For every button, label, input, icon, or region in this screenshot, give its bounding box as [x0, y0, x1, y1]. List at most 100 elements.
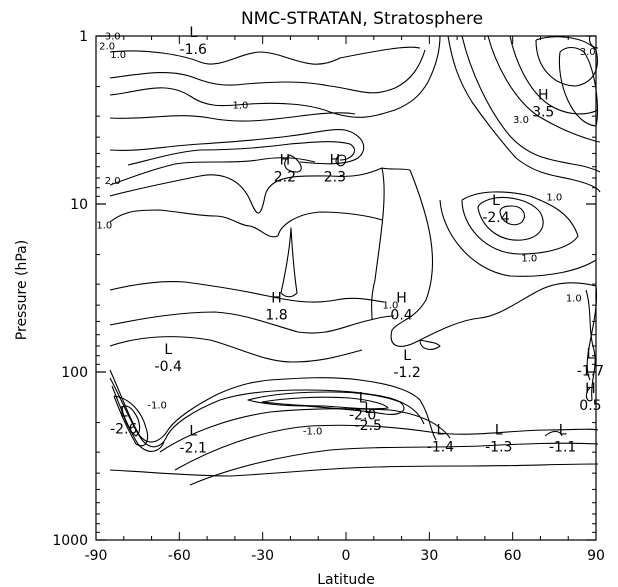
extremum-value: -2.0 [349, 408, 376, 424]
extremum-value: 0.4 [390, 308, 412, 324]
contour-line [111, 385, 165, 452]
contour-line [477, 196, 544, 241]
contour-value-label: 3.0 [105, 32, 121, 43]
contour-line [109, 311, 395, 334]
contour-line [280, 227, 298, 298]
extremum-value: 1.8 [265, 308, 287, 324]
contour-line [113, 395, 149, 447]
extremum-value: -2.6 [110, 422, 137, 438]
contour-line [109, 336, 363, 363]
contour-line [284, 154, 302, 173]
extrema-labels: L-1.6H2.2H2.3H3.5L-2.4H1.8H0.4L-0.4L-1.2… [110, 25, 604, 457]
contour-lines [109, 35, 601, 486]
extremum-marker: H [585, 381, 596, 397]
x-tick-label: 90 [587, 548, 605, 564]
extremum-marker: L [189, 25, 197, 41]
extremum-value: -1.4 [427, 439, 454, 455]
y-tick-label: 100 [61, 365, 88, 381]
contour-line [585, 289, 596, 401]
contour-value-label: 1.0 [110, 50, 126, 61]
contour-line [499, 205, 525, 226]
extremum-value: -1.7 [577, 363, 604, 379]
extremum-marker: L [120, 405, 128, 421]
x-axis: -90 -60 -30 0 30 60 90 [85, 36, 605, 564]
contour-value-label: 1.0 [232, 100, 248, 111]
extremum-value: -2.1 [180, 441, 207, 457]
contour-line [461, 35, 601, 173]
x-tick-label: -60 [168, 548, 191, 564]
extremum-marker: H [396, 291, 407, 307]
contour-line [544, 430, 563, 437]
contour-line [109, 463, 599, 477]
y-tick-label: 1000 [52, 533, 88, 549]
contour-line [189, 442, 599, 486]
extremum-value: -1.2 [393, 365, 420, 381]
extremum-value: 2.3 [324, 169, 346, 185]
extremum-value: 2.2 [274, 169, 296, 185]
x-axis-label: Latitude [317, 572, 375, 587]
contour-line [109, 112, 356, 122]
y-axis-label: Pressure (hPa) [14, 240, 30, 340]
extremum-marker: L [495, 422, 503, 438]
extremum-marker: L [403, 348, 411, 364]
extremum-marker: L [189, 424, 197, 440]
extremum-marker: L [364, 401, 372, 417]
extremum-marker: L [164, 342, 172, 358]
contour-line [109, 49, 426, 94]
contour-value-label: 1.0 [566, 293, 582, 304]
contour-line [487, 35, 601, 143]
extremum-marker: H [538, 88, 549, 104]
y-tick-label: 10 [70, 197, 88, 213]
contour-value-label: 3.0 [580, 47, 596, 58]
extremum-value: -1.6 [180, 42, 207, 58]
contour-line [109, 369, 437, 443]
contour-value-label: -1.0 [147, 401, 167, 412]
contour-line [535, 36, 598, 87]
contour-value-label: 3.0 [513, 115, 529, 126]
y-tick-label: 1 [79, 29, 88, 45]
extremum-marker: L [587, 346, 595, 362]
chart-title: NMC-STRATAN, Stratosphere [241, 9, 483, 29]
contour-line [174, 424, 599, 471]
contour-value-label: 2.0 [99, 41, 115, 52]
extremum-value: -0.4 [155, 359, 182, 375]
extremum-marker: L [492, 193, 500, 209]
extremum-marker: H [280, 152, 291, 168]
contour-value-label: 1.0 [546, 192, 562, 203]
extremum-marker: H [271, 291, 282, 307]
extremum-marker: H [330, 152, 341, 168]
extremum-value: -1.3 [485, 439, 512, 455]
extremum-value: -2.4 [482, 210, 509, 226]
extremum-value: 0.5 [579, 398, 601, 414]
y-axis: 1 10 100 1000 [52, 29, 596, 549]
contour-line [419, 339, 441, 350]
contour-value-label: 1.0 [382, 301, 398, 312]
contour-line [371, 167, 385, 321]
contour-line [439, 199, 597, 277]
contour-line [109, 157, 316, 186]
contour-line [277, 211, 383, 237]
contour-line [109, 280, 385, 303]
x-tick-label: -30 [251, 548, 274, 564]
contour-line [261, 396, 389, 410]
contour-line [159, 408, 451, 453]
contour-line [558, 46, 599, 127]
contour-line [127, 141, 355, 166]
extremum-value: 3.5 [532, 105, 554, 121]
contour-line [109, 167, 383, 214]
contour-line [121, 405, 141, 437]
contour-line [109, 209, 279, 238]
contour-line [585, 387, 593, 402]
x-tick-label: 30 [420, 548, 438, 564]
extremum-value: -1.1 [549, 439, 576, 455]
contour-line [335, 154, 347, 167]
extremum-marker: L [437, 422, 445, 438]
contour-value-label: 1.0 [96, 221, 112, 232]
contour-labels: 3.02.01.01.02.01.03.03.01.01.01.01.0-1.0… [96, 32, 595, 438]
extremum-value: -2.5 [355, 418, 382, 434]
extremum-marker: L [559, 422, 567, 438]
contour-line [509, 35, 599, 115]
x-tick-label: 0 [342, 548, 351, 564]
contour-line [447, 35, 601, 193]
